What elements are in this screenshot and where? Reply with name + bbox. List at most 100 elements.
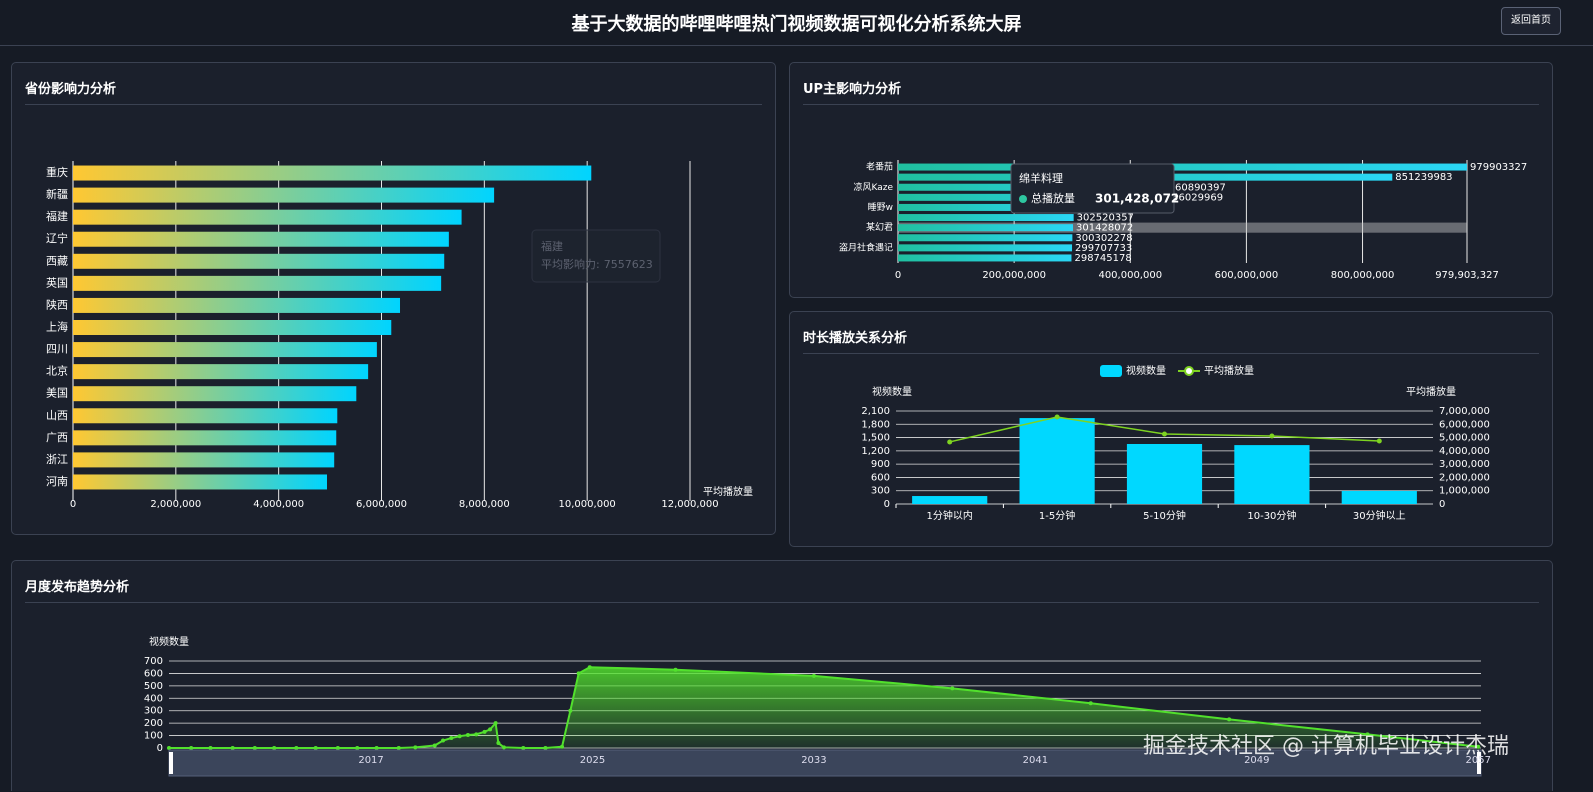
value-label: 299707733 [1075, 243, 1132, 254]
y-tick-label: 200 [144, 718, 163, 729]
x-tick-label: 4,000,000 [253, 499, 304, 510]
point [1476, 744, 1481, 749]
y-tick-label: 广西 [46, 431, 68, 444]
y2-tick-label: 3,000,000 [1439, 459, 1490, 470]
point [1088, 701, 1093, 706]
x-tick-label: 2017 [358, 755, 383, 766]
y-tick-label: 四川 [46, 343, 68, 356]
point [167, 746, 171, 750]
y-tick-label: 西藏 [46, 254, 68, 267]
bar [73, 275, 442, 291]
x-tick-label: 600,000,000 [1215, 270, 1279, 281]
point [272, 746, 277, 750]
panel-title: 时长播放关系分析 [803, 331, 908, 346]
x-tick-label: 5-10分钟 [1143, 509, 1186, 522]
legend-label: 平均播放量 [1204, 364, 1254, 377]
bar [1234, 445, 1310, 504]
point [576, 671, 581, 676]
point [252, 746, 257, 750]
y-tick-label: 上海 [46, 320, 68, 334]
bar [73, 209, 462, 225]
x-tick-label: 2025 [580, 755, 605, 766]
point [1227, 717, 1232, 722]
x-tick-label: 400,000,000 [1098, 270, 1162, 281]
page-title: 基于大数据的哔哩哔哩热门视频数据可视化分析系统大屏 [571, 14, 1022, 35]
x-tick-label: 30分钟以上 [1353, 509, 1406, 522]
y2-tick-label: 0 [1439, 499, 1445, 510]
y-axis-name: 视频数量 [872, 385, 912, 398]
chart: 0 200,000,000 400,000,000 600,000,000 800,00… [839, 160, 1527, 281]
point [294, 746, 299, 750]
separator [803, 353, 1539, 354]
y-tick-label: 凉风Kaze [853, 181, 893, 193]
legend-label: 视频数量 [1126, 364, 1166, 377]
y-tick-label: 2,100 [861, 406, 890, 417]
point [521, 746, 526, 750]
tooltip-value: 7557623 [604, 258, 653, 271]
x-tick-label: 2049 [1244, 755, 1269, 766]
value-label: 979903327 [1470, 162, 1527, 173]
chart: 0 300 600 900 1,200 1,500 1,800 2,100 0 1,000,000… [861, 364, 1490, 522]
y-tick-label: 浙江 [46, 453, 68, 466]
y-tick-label: 700 [144, 656, 163, 667]
point [587, 665, 592, 670]
y-tick-label: 0 [884, 499, 890, 510]
bar [73, 364, 369, 380]
y-axis-name: 视频数量 [149, 635, 189, 648]
x-tick-label: 6,000,000 [356, 499, 407, 510]
y-tick-label: 英国 [46, 275, 68, 289]
panel-title: 月度发布趋势分析 [25, 580, 130, 595]
point [230, 746, 235, 750]
bar [73, 408, 338, 424]
point [543, 746, 548, 750]
y-tick-label: 美国 [46, 387, 68, 400]
y2-tick-label: 7,000,000 [1439, 406, 1490, 417]
y-tick-label: 600 [144, 668, 163, 679]
y2-tick-label: 5,000,000 [1439, 433, 1490, 444]
watermark: 掘金技术社区 @ 计算机毕业设计杰瑞 [1143, 734, 1509, 759]
bar [73, 231, 449, 247]
y-tick-label: 北京 [46, 364, 68, 378]
bar [898, 203, 1079, 211]
value-label: 302520357 [1077, 213, 1134, 224]
y2-tick-label: 6,000,000 [1439, 419, 1490, 430]
chart: 0 2,000,000 4,000,000 6,000,000 8,000,000 10,… [46, 161, 753, 510]
tooltip-line: 平均影响力: 7557623 [541, 258, 653, 271]
y-tick-label: 300 [871, 486, 890, 497]
y-tick-label: 重庆 [46, 165, 68, 179]
point [1269, 433, 1275, 439]
line [949, 416, 1380, 443]
point [673, 667, 678, 672]
point [189, 746, 194, 750]
y2-tick-label: 2,000,000 [1439, 472, 1490, 483]
separator [803, 104, 1539, 105]
tooltip-dot [1019, 195, 1027, 203]
y-tick-label: 老番茄 [866, 161, 893, 173]
back-button[interactable]: 返回首页 [1501, 7, 1561, 35]
y-tick-label: 100 [144, 731, 163, 742]
point [501, 745, 506, 750]
point [413, 745, 418, 750]
bar [898, 234, 1073, 242]
y-tick-label: 300 [144, 706, 163, 717]
point [488, 727, 493, 732]
x-tick-label: 979,903,327 [1435, 270, 1499, 281]
bar [73, 253, 445, 269]
bar [73, 386, 357, 402]
bar [898, 163, 1467, 171]
bar [73, 165, 592, 181]
x-tick-label: 12,000,000 [661, 499, 718, 510]
point [465, 732, 470, 737]
bar [73, 297, 401, 313]
bar [73, 452, 335, 468]
zoom-slider [168, 749, 1482, 777]
x-tick-label: 2041 [1023, 755, 1048, 766]
bar [912, 496, 988, 504]
point [1365, 732, 1370, 737]
hover-band [898, 222, 1467, 233]
point [493, 721, 498, 726]
point [568, 708, 573, 713]
value-label: 460890397 [1169, 182, 1226, 193]
